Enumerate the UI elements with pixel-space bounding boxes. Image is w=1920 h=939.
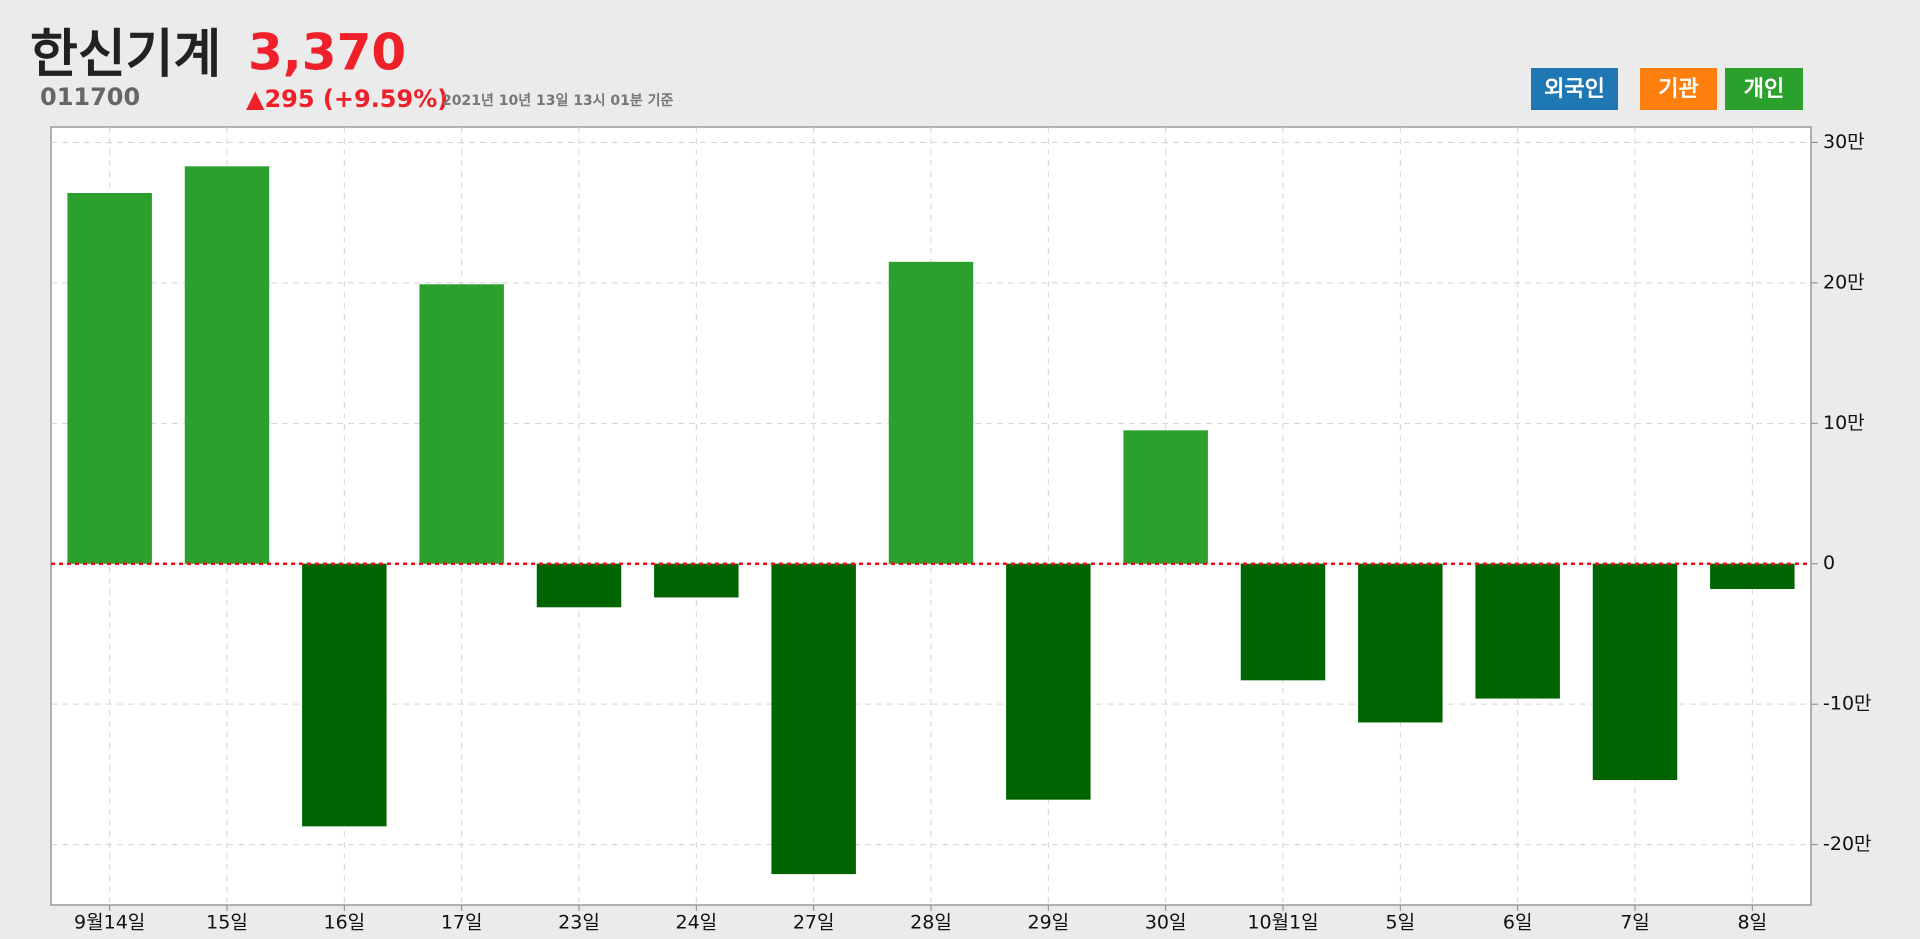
bar [771, 563, 856, 875]
bar [1710, 563, 1795, 590]
x-tick-label: 24일 [675, 912, 717, 934]
x-tick-label: 5일 [1386, 912, 1416, 934]
x-tick-label: 30일 [1145, 912, 1187, 934]
y-tick-label: 20만 [1823, 271, 1865, 293]
stock-name: 한신기계 [30, 25, 221, 85]
bar [888, 261, 974, 564]
tab-bg [1531, 68, 1618, 110]
x-tick-label: 9월14일 [74, 912, 145, 934]
bar [654, 563, 739, 598]
bar [419, 284, 504, 564]
y-tick-label: 30만 [1823, 131, 1865, 153]
bar [302, 563, 387, 827]
bar [1006, 563, 1091, 800]
tab[interactable]: 개인 [1725, 68, 1803, 110]
bar [1592, 563, 1678, 781]
x-tick-label: 23일 [558, 912, 600, 934]
x-tick-label: 27일 [793, 912, 835, 934]
bar [1475, 563, 1560, 699]
bar [1358, 563, 1443, 723]
x-tick-label: 7일 [1620, 912, 1650, 934]
tab[interactable]: 외국인 [1531, 68, 1618, 110]
y-tick-label: 10만 [1823, 412, 1865, 434]
x-tick-label: 17일 [441, 912, 483, 934]
timestamp: 2021년 10년 13일 13시 01분 기준 [442, 93, 674, 109]
price: 3,370 [248, 24, 406, 82]
y-tick-label: -20만 [1823, 833, 1872, 855]
tab-label: 기관 [1658, 77, 1698, 102]
y-tick-label: 0 [1823, 552, 1835, 574]
tab-bg [1725, 68, 1803, 110]
bar [1123, 430, 1208, 564]
tab-bg [1640, 68, 1717, 110]
tab-label: 외국인 [1544, 77, 1605, 102]
bar [67, 193, 152, 564]
tab-label: 개인 [1744, 77, 1784, 102]
x-tick-label: 28일 [910, 912, 952, 934]
bar [184, 166, 270, 564]
x-tick-label: 8일 [1738, 912, 1768, 934]
tab[interactable]: 기관 [1640, 68, 1717, 110]
x-tick-label: 16일 [323, 912, 365, 934]
stock-code: 011700 [40, 83, 140, 111]
y-tick-label: -10만 [1823, 693, 1872, 715]
x-tick-label: 15일 [206, 912, 248, 934]
x-tick-label: 10월1일 [1247, 912, 1318, 934]
bar [1240, 563, 1326, 681]
x-tick-label: 29일 [1027, 912, 1069, 934]
price-change: ▲295 (+9.59%) [246, 85, 448, 113]
x-tick-label: 6일 [1503, 912, 1533, 934]
bar [536, 563, 622, 608]
